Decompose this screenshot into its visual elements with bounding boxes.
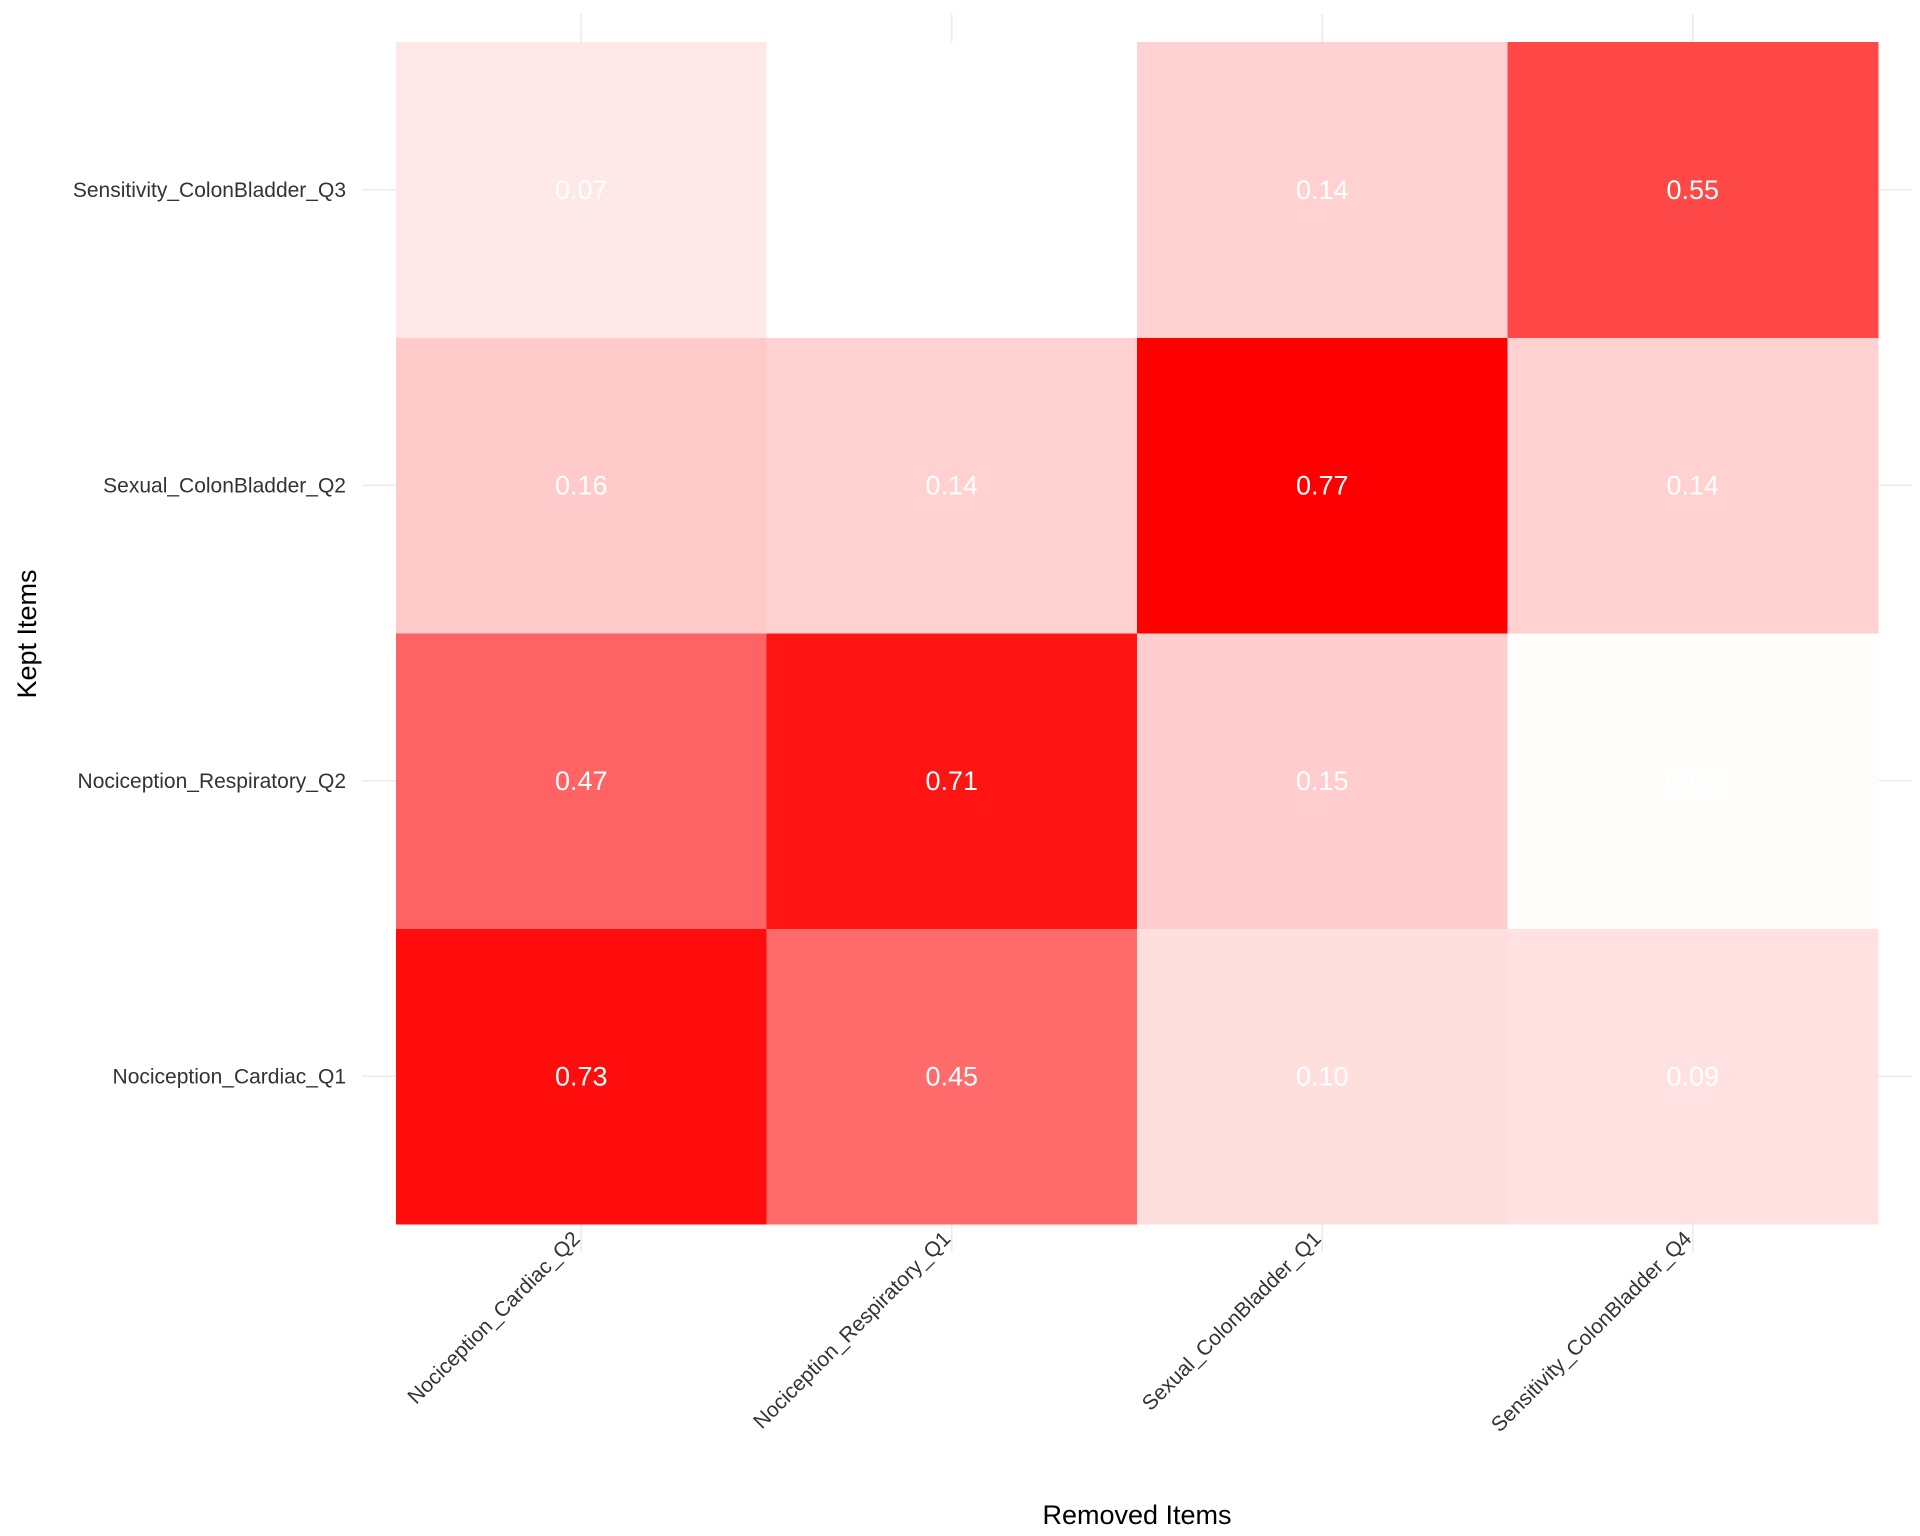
cell-value-label: 0.77 xyxy=(1296,470,1349,500)
cell-value-label: 0.16 xyxy=(555,470,608,500)
cell-value-label: 0.45 xyxy=(925,1061,978,1091)
heatmap-cell xyxy=(396,42,767,338)
cell-value-label: 0.00 xyxy=(925,175,978,205)
x-axis-title: Removed Items xyxy=(1042,1500,1231,1530)
heatmap-cell xyxy=(1507,42,1879,338)
cell-value-label: 0.73 xyxy=(555,1061,608,1091)
cell-value-label: 0.07 xyxy=(555,175,608,205)
y-tick-labels: Nociception_Cardiac_Q1 Nociception_Respir… xyxy=(73,179,346,1089)
x-tick-label: Nociception_Respiratory_Q1 xyxy=(749,1227,955,1433)
heatmap-cell xyxy=(1507,633,1879,929)
cell-value-label: 0.14 xyxy=(925,470,978,500)
x-tick-label: Sexual_ColonBladder_Q1 xyxy=(1138,1227,1326,1415)
heatmap-cell xyxy=(396,337,767,634)
x-tick-labels: Nociception_Cardiac_Q2 Nociception_Respir… xyxy=(403,1227,1696,1437)
y-axis-title: Kept Items xyxy=(12,569,42,698)
heatmap-cell xyxy=(1507,928,1879,1225)
cell-value-label: 0.09 xyxy=(1666,1061,1719,1091)
heatmap-cell xyxy=(1137,633,1508,929)
cell-value-label: 0.10 xyxy=(1296,1061,1349,1091)
cell-value-label: 0.71 xyxy=(925,766,978,796)
heatmap-cell xyxy=(1137,928,1508,1225)
heatmap-cells xyxy=(396,42,1879,1225)
heatmap-cell xyxy=(1137,337,1508,634)
heatmap-cell xyxy=(396,928,767,1225)
y-tick-label: Nociception_Cardiac_Q1 xyxy=(113,1065,346,1088)
cell-value-label: 0.15 xyxy=(1296,766,1349,796)
cell-value-label: 0.14 xyxy=(1666,470,1719,500)
x-tick-label: Nociception_Cardiac_Q2 xyxy=(403,1227,584,1408)
cell-value-label: 0.55 xyxy=(1666,175,1719,205)
x-tick-label: Sensitivity_ColonBladder_Q4 xyxy=(1487,1227,1697,1437)
heatmap-cell xyxy=(1507,337,1879,634)
cell-value-label: 0.47 xyxy=(555,766,608,796)
y-tick-label: Sexual_ColonBladder_Q2 xyxy=(103,474,346,497)
cell-value-labels: 0.73 0.45 0.10 0.09 0.47 0.71 0.15 0.01 0.16 0.14… xyxy=(555,175,1719,1092)
y-tick-label: Sensitivity_ColonBladder_Q3 xyxy=(73,179,346,202)
heatmap-cell xyxy=(396,633,767,929)
heatmap-cell xyxy=(1137,42,1508,338)
y-tick-label: Nociception_Respiratory_Q2 xyxy=(78,770,346,793)
heatmap-cell xyxy=(766,42,1138,338)
cell-value-label: 0.01 xyxy=(1666,766,1719,796)
heatmap-cell xyxy=(766,928,1138,1225)
heatmap-cell xyxy=(766,633,1138,929)
heatmap-cell xyxy=(766,337,1138,634)
cell-value-label: 0.14 xyxy=(1296,175,1349,205)
